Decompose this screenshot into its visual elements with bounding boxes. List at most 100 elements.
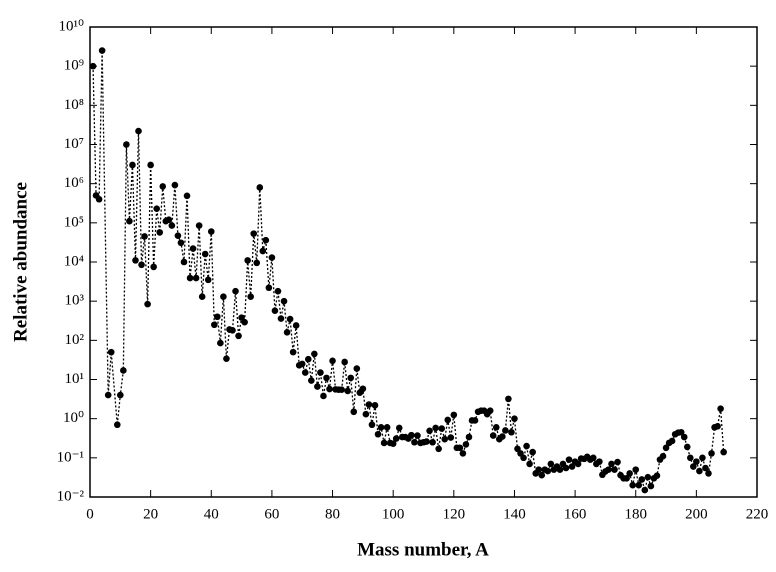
data-point (329, 357, 336, 365)
data-point (141, 233, 148, 240)
data-point (505, 395, 512, 403)
data-point (144, 300, 151, 308)
data-point (174, 232, 182, 239)
data-point (444, 416, 452, 424)
y-tick-label: 10³ (65, 293, 85, 309)
y-tick-label: 10² (65, 332, 85, 348)
data-point (395, 424, 403, 432)
y-tick-label: 10⁶ (64, 175, 84, 191)
data-point (441, 435, 449, 443)
y-tick-label: 10⁻¹ (57, 449, 84, 465)
data-point (392, 435, 400, 442)
x-tick-label: 200 (685, 506, 708, 522)
data-point (411, 438, 418, 446)
data-point (183, 192, 191, 200)
data-point (450, 411, 458, 419)
data-point (274, 287, 282, 295)
data-point (511, 415, 518, 422)
y-tick-label: 10⁸ (64, 97, 84, 113)
data-point (265, 284, 273, 292)
data-point (235, 332, 242, 340)
data-point (241, 318, 248, 326)
data-point (492, 424, 500, 431)
data-point (693, 458, 700, 465)
data-point (462, 441, 470, 448)
x-tick-label: 60 (264, 506, 279, 522)
data-point (380, 439, 388, 447)
data-point (605, 466, 612, 473)
data-point (98, 47, 106, 54)
x-axis-label: Mass number, A (357, 539, 489, 560)
data-point (359, 385, 367, 393)
data-point (271, 307, 279, 315)
data-point (156, 229, 164, 236)
data-point (214, 313, 221, 321)
data-point (374, 430, 382, 438)
data-point (687, 454, 694, 462)
x-tick-label: 40 (204, 506, 219, 522)
data-point (520, 454, 527, 462)
data-point (526, 460, 533, 468)
data-point (708, 450, 715, 457)
data-point (438, 425, 445, 432)
data-point (432, 424, 439, 432)
data-point (456, 444, 464, 452)
data-point (304, 355, 312, 363)
data-point (611, 466, 618, 473)
data-point (126, 217, 133, 225)
data-point (135, 127, 142, 135)
x-tick-label: 180 (624, 506, 647, 522)
data-point (641, 486, 649, 494)
data-point (277, 315, 285, 322)
data-point (229, 327, 236, 334)
data-point (326, 385, 333, 393)
data-point (220, 293, 227, 301)
data-point (159, 183, 167, 190)
data-point (502, 427, 509, 434)
data-point (250, 230, 258, 237)
data-point (113, 421, 121, 429)
data-point (283, 329, 291, 336)
data-point (489, 432, 497, 439)
data-point (317, 369, 324, 376)
data-point (459, 450, 467, 457)
y-tick-label: 10⁴ (64, 253, 84, 269)
data-point (117, 391, 124, 399)
data-point (465, 433, 473, 441)
data-point (204, 276, 212, 284)
data-point (614, 458, 621, 466)
data-point (180, 258, 188, 266)
data-point (311, 350, 318, 358)
data-point (499, 433, 506, 440)
data-point (123, 141, 130, 148)
data-point (544, 467, 552, 475)
data-point (338, 386, 345, 393)
data-point (662, 444, 670, 452)
data-point (659, 452, 667, 460)
x-tick-label: 160 (564, 506, 587, 522)
data-point (147, 161, 154, 169)
y-tick-label: 10⁷ (64, 136, 84, 152)
data-point (314, 383, 321, 390)
data-point (629, 481, 636, 489)
data-point (292, 322, 300, 329)
data-point (289, 348, 297, 356)
data-line (92, 50, 725, 493)
data-point (486, 407, 494, 414)
data-point (608, 460, 615, 468)
x-tick-label: 140 (503, 506, 526, 522)
data-point (232, 287, 239, 295)
x-tick-label: 220 (746, 506, 769, 522)
data-point (596, 458, 603, 465)
data-point (323, 374, 330, 382)
data-point (171, 181, 179, 189)
data-point (89, 62, 97, 70)
data-point (120, 367, 127, 374)
data-point (247, 293, 254, 301)
data-point (508, 428, 515, 436)
data-point (253, 259, 261, 267)
data-point (207, 228, 215, 235)
data-point (647, 482, 655, 490)
data-point (286, 315, 294, 323)
